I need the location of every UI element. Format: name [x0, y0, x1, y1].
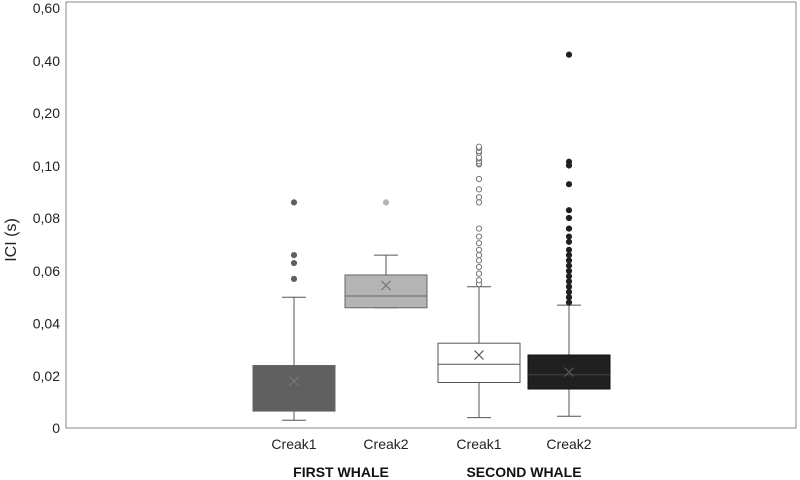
box-4 [527, 51, 611, 417]
outlier-point [475, 233, 483, 240]
outlier-point [382, 199, 390, 206]
outlier-point [565, 299, 573, 306]
outlier-point [475, 194, 483, 201]
outlier-point [565, 181, 573, 188]
box-series [252, 51, 611, 421]
y-tick-label: 0,40 [33, 53, 60, 69]
box-2 [344, 199, 428, 309]
y-tick-label: 0 [52, 420, 60, 436]
x-category-label: Creak2 [363, 436, 408, 452]
x-group-label: FIRST WHALE [293, 464, 389, 480]
outlier-point [290, 259, 298, 267]
y-tick-label: 0,06 [33, 263, 60, 279]
outlier-point [565, 273, 573, 280]
outlier-point [565, 246, 573, 253]
mean-marker [474, 350, 484, 360]
x-category-label: Creak2 [546, 436, 591, 452]
outlier-point [565, 278, 573, 285]
box-1 [252, 199, 336, 421]
outlier-point [565, 283, 573, 290]
x-category-label: Creak1 [456, 436, 501, 452]
outlier-point [290, 252, 298, 259]
box-body [344, 274, 428, 309]
outlier-point [290, 275, 298, 282]
outlier-point [565, 267, 573, 275]
outlier-point [475, 186, 483, 193]
x-group-label: SECOND WHALE [466, 464, 581, 480]
outlier-point [475, 225, 483, 232]
box-body [252, 365, 336, 412]
outlier-point [475, 263, 483, 271]
outlier-point [475, 175, 483, 183]
outlier-point [565, 225, 573, 232]
x-category-label: Creak1 [271, 436, 316, 452]
outlier-point [565, 257, 573, 264]
x-category-labels: Creak1 Creak2 Creak1 Creak2 [271, 436, 591, 452]
outlier-point [475, 240, 483, 247]
y-tick-label: 0,02 [33, 368, 60, 384]
outlier-point [565, 233, 573, 240]
mean-marker [289, 376, 299, 387]
y-axis-ticks: 0 0,02 0,04 0,06 0,08 0,10 0,20 0,40 0,60 [33, 0, 60, 436]
box-3 [437, 143, 521, 419]
outlier-point [565, 252, 573, 259]
outlier-point [475, 252, 483, 259]
outlier-point [475, 199, 483, 206]
outlier-point [475, 277, 483, 284]
outlier-point [565, 207, 573, 214]
y-axis-title: ICI (s) [3, 218, 20, 262]
y-tick-label: 0,10 [33, 158, 60, 174]
outlier-point [475, 257, 483, 264]
y-tick-label: 0,08 [33, 210, 60, 226]
outlier-point [565, 238, 573, 245]
outlier-point [565, 51, 573, 58]
outlier-point [565, 288, 573, 296]
mean-marker [564, 367, 574, 377]
outlier-point [475, 270, 483, 277]
y-tick-label: 0,60 [33, 0, 60, 16]
y-tick-label: 0,04 [33, 316, 60, 332]
mean-marker [381, 280, 391, 291]
outlier-point [565, 294, 573, 301]
outlier-point [290, 199, 298, 206]
outlier-point [565, 158, 573, 165]
outlier-point [475, 246, 483, 253]
plot-frame [65, 1, 797, 429]
outlier-point [475, 143, 483, 150]
y-tick-label: 0,20 [33, 105, 60, 121]
x-group-labels: FIRST WHALE SECOND WHALE [293, 464, 581, 480]
outlier-point [565, 262, 573, 269]
box-body [437, 342, 521, 383]
outlier-point [565, 214, 573, 222]
